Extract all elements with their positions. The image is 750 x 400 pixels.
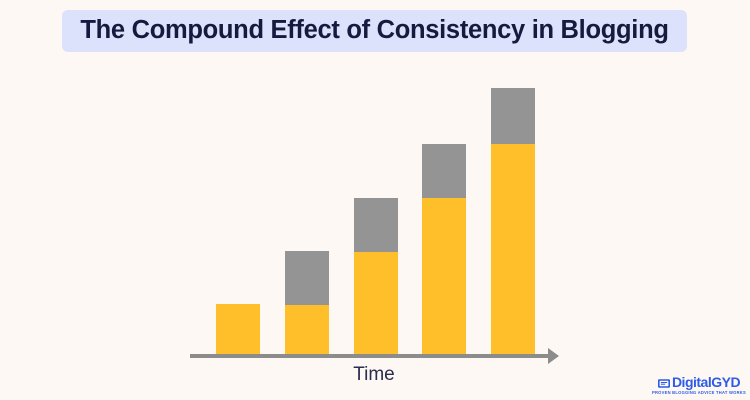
page-title: The Compound Effect of Consistency in Bl…: [80, 16, 669, 45]
bar-segment-secondary: [354, 198, 398, 252]
logo-row: DigitalGYD: [657, 373, 741, 390]
bar-segment-primary: [422, 198, 466, 356]
bar-column: [422, 144, 466, 356]
bar-segment-primary: [216, 304, 260, 356]
bar-column: [354, 198, 398, 356]
bar-segment-secondary: [491, 88, 535, 144]
chart-title-banner: The Compound Effect of Consistency in Bl…: [62, 10, 687, 52]
bar-segment-secondary: [422, 144, 466, 198]
bar-column: [216, 304, 260, 356]
x-axis-label: Time: [353, 364, 395, 385]
bar-segment-secondary: [285, 251, 329, 305]
bar-segment-primary: [491, 144, 535, 356]
digitalgyd-mark-icon: [657, 376, 671, 389]
x-axis-label-container: Time: [0, 364, 750, 387]
x-axis-line: [190, 354, 552, 358]
logo-tagline: PROVEN BLOGGING ADVICE THAT WORKS: [652, 389, 746, 395]
bar-column: [285, 251, 329, 356]
bar-column: [491, 88, 535, 356]
bar-segment-primary: [354, 252, 398, 356]
x-axis-arrow-icon: [548, 348, 559, 364]
brand-logo[interactable]: DigitalGYD PROVEN BLOGGING ADVICE THAT W…: [651, 373, 747, 397]
bar-segment-primary: [285, 305, 329, 356]
logo-wordmark: DigitalGYD: [671, 373, 741, 390]
